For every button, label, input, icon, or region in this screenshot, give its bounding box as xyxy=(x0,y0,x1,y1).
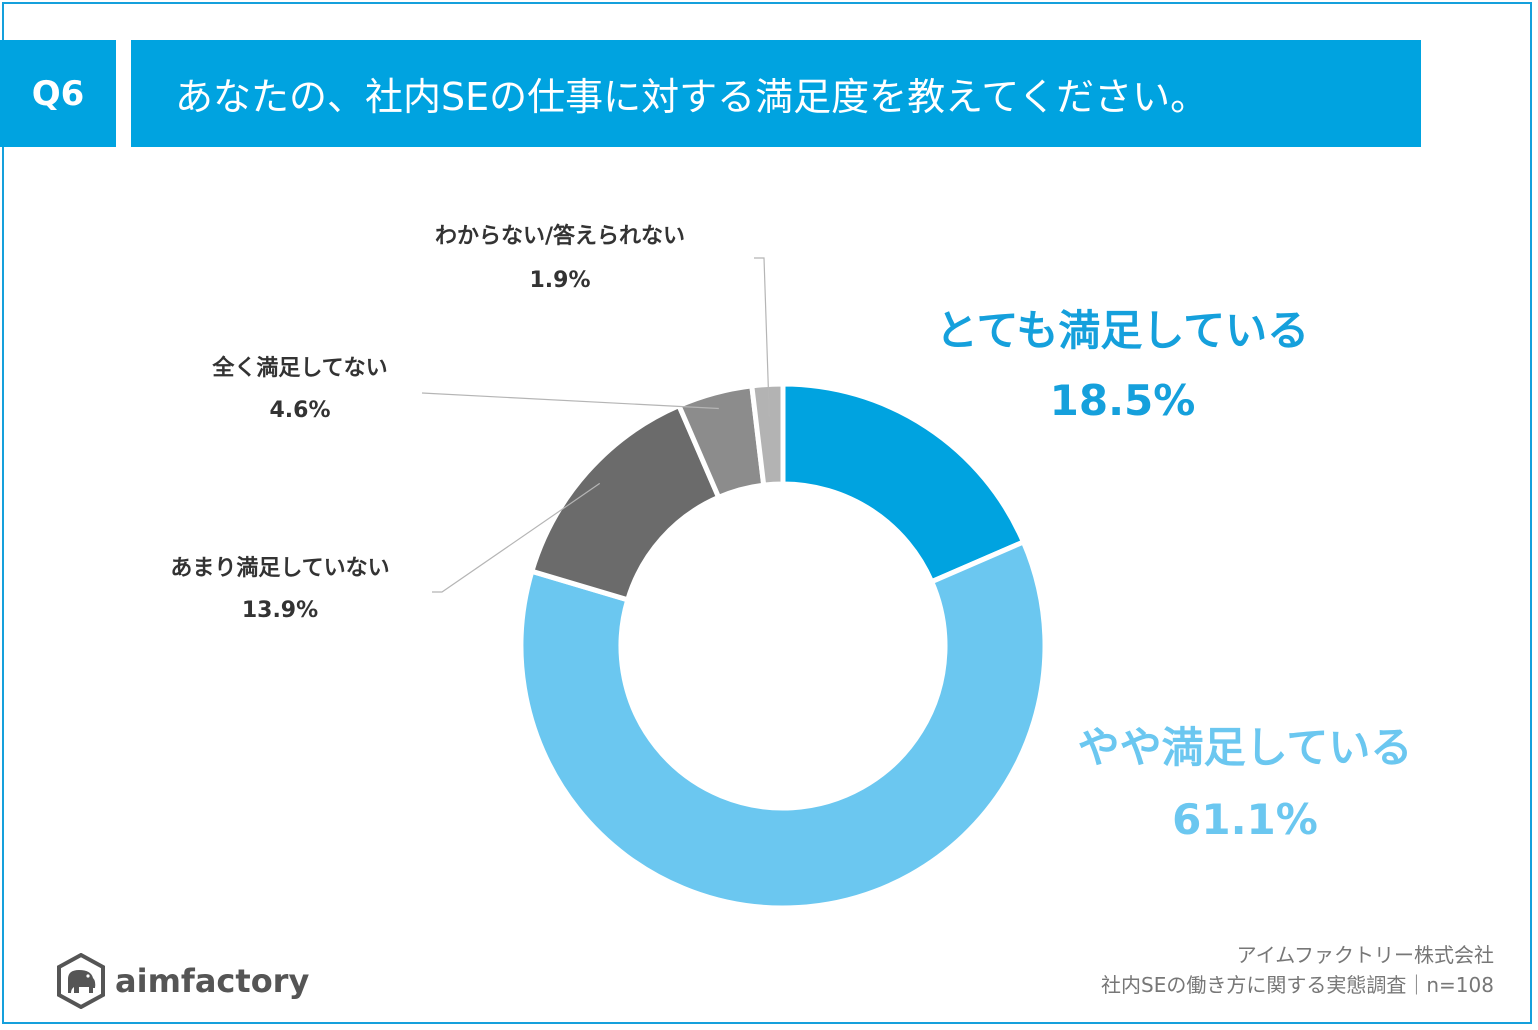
elephant-icon xyxy=(57,953,105,1009)
leader-line-dont-know xyxy=(754,257,770,417)
label-very-satisfied-value: 18.5% xyxy=(1049,376,1196,425)
label-dont-know-value: 1.9% xyxy=(529,268,591,293)
label-somewhat-satisfied: やや満足している 61.1% xyxy=(1050,727,1440,841)
leader-line-not-satisfied-at-all xyxy=(421,392,719,410)
source-company: アイムファクトリー株式会社 xyxy=(1236,943,1494,967)
slice-very-satisfied xyxy=(780,381,1027,585)
label-somewhat-satisfied-name: やや満足している xyxy=(1077,723,1413,772)
label-not-satisfied-at-all-name: 全く満足してない xyxy=(212,356,388,381)
label-dont-know: わからない/答えられない 1.9% xyxy=(380,226,740,292)
label-somewhat-satisfied-value: 61.1% xyxy=(1172,795,1318,844)
label-very-satisfied: とても満足している 18.5% xyxy=(905,310,1340,422)
label-not-satisfied-at-all-value: 4.6% xyxy=(269,398,331,423)
source-note: アイムファクトリー株式会社 社内SEの働き方に関する実態調査｜n=108 xyxy=(1101,940,1494,1000)
label-not-very-satisfied-name: あまり満足していない xyxy=(170,556,390,581)
label-very-satisfied-name: とても満足している xyxy=(935,306,1310,355)
slice-dont-know xyxy=(749,381,786,488)
source-survey: 社内SEの働き方に関する実態調査｜n=108 xyxy=(1101,973,1494,997)
chart-title: あなたの、社内SEの仕事に対する満足度を教えてください。 xyxy=(131,40,1421,147)
label-dont-know-name: わからない/答えられない xyxy=(434,224,686,249)
logo-text: aimfactory xyxy=(115,962,310,1000)
label-not-satisfied-at-all: 全く満足してない 4.6% xyxy=(170,358,430,422)
label-not-very-satisfied-value: 13.9% xyxy=(241,598,319,623)
slice-somewhat-satisfied xyxy=(518,538,1048,911)
leader-line-not-very-satisfied xyxy=(432,482,601,593)
question-number: Q6 xyxy=(0,40,116,147)
label-not-very-satisfied: あまり満足していない 13.9% xyxy=(130,558,430,622)
brand-logo: aimfactory xyxy=(55,953,309,1009)
